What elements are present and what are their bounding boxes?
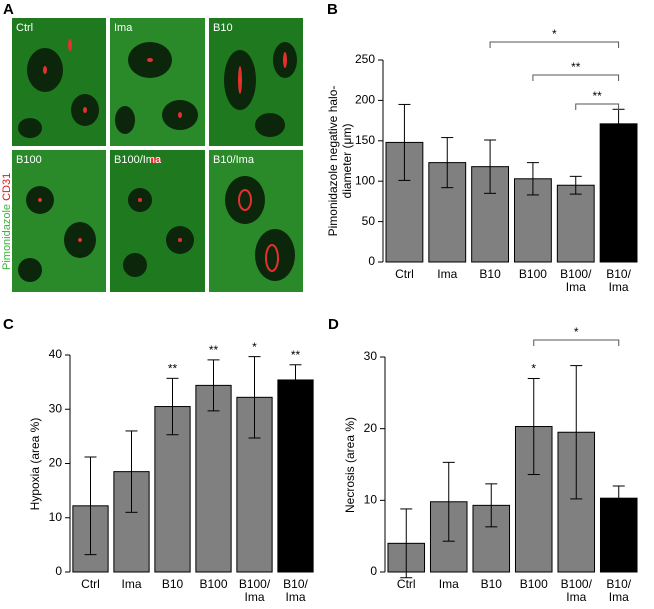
x-tick-label: B10/ Ima — [606, 577, 632, 604]
y-tick-label: 100 — [355, 173, 375, 187]
y-tick-label: 250 — [355, 52, 375, 66]
y-tick-label: 0 — [370, 564, 377, 578]
image-label: B100 — [16, 154, 42, 166]
stain-label: Pimonidazole CD31 — [1, 173, 13, 270]
significance-bracket — [489, 41, 620, 48]
panel-letter: A — [3, 1, 14, 18]
y-tick-label: 10 — [49, 510, 63, 524]
y-tick-label: 20 — [49, 456, 63, 470]
y-tick-label: 200 — [355, 93, 375, 107]
significance-label: * — [574, 325, 579, 339]
y-axis-label: Necrosis (area %) — [343, 416, 357, 513]
x-tick-label: B100/ Ima — [238, 577, 271, 604]
image-label: B100/Ima — [114, 154, 162, 166]
y-tick-label: 50 — [362, 214, 376, 228]
significance-bracket — [533, 339, 620, 346]
x-tick-label: Ctrl — [81, 577, 100, 591]
x-tick-label: Ima — [438, 577, 459, 591]
x-tick-label: B100/ Ima — [560, 577, 592, 604]
significance-label: ** — [168, 361, 178, 375]
y-tick-label: 0 — [368, 254, 375, 268]
significance-label: * — [531, 362, 536, 376]
bar — [385, 141, 424, 263]
micrographs — [12, 18, 303, 292]
x-tick-label: B10 — [479, 267, 501, 281]
x-tick-label: B100 — [199, 577, 228, 591]
image-label: Ctrl — [16, 22, 33, 34]
significance-bracket — [532, 74, 620, 81]
bar — [195, 384, 232, 573]
x-tick-label: B100/ Ima — [560, 267, 592, 294]
bar — [599, 123, 638, 263]
x-tick-label: Ima — [121, 577, 142, 591]
panel-letter: C — [3, 316, 14, 333]
y-axis-label: Pimonidazole negative halo- diameter (μm… — [326, 85, 354, 237]
x-tick-label: B10 — [161, 577, 184, 591]
y-tick-label: 30 — [49, 401, 63, 415]
x-tick-label: B100 — [518, 267, 547, 281]
y-tick-label: 10 — [364, 493, 378, 507]
x-tick-label: B10 — [480, 577, 502, 591]
significance-bracket — [575, 103, 620, 110]
x-tick-label: Ctrl — [396, 577, 416, 591]
image-label: B10/Ima — [213, 154, 255, 166]
x-tick-label: B10/ Ima — [283, 577, 308, 604]
image-label: B10 — [213, 22, 233, 34]
y-tick-label: 20 — [364, 421, 378, 435]
x-tick-label: B100 — [519, 577, 548, 591]
significance-label: ** — [571, 60, 581, 74]
significance-label: * — [252, 340, 257, 354]
panel-letter: D — [328, 316, 339, 333]
x-tick-label: B10/ Ima — [606, 267, 631, 294]
stain-label-red: CD31 — [1, 173, 13, 201]
bar — [277, 379, 314, 573]
significance-label: * — [552, 27, 557, 41]
panel-letter: B — [327, 1, 338, 18]
y-tick-label: 0 — [55, 564, 62, 578]
image-label: Ima — [114, 22, 133, 34]
x-tick-label: Ima — [437, 267, 458, 281]
y-tick-label: 30 — [364, 349, 378, 363]
significance-label: ** — [291, 348, 301, 362]
bar — [556, 184, 595, 263]
x-tick-label: Ctrl — [395, 267, 414, 281]
stain-label-green: Pimonidazole — [1, 204, 13, 270]
y-tick-label: 150 — [355, 133, 375, 147]
y-axis-label: Hypoxia (area %) — [28, 417, 42, 510]
significance-label: ** — [209, 343, 219, 357]
y-tick-label: 40 — [49, 347, 63, 361]
significance-label: ** — [592, 89, 602, 103]
